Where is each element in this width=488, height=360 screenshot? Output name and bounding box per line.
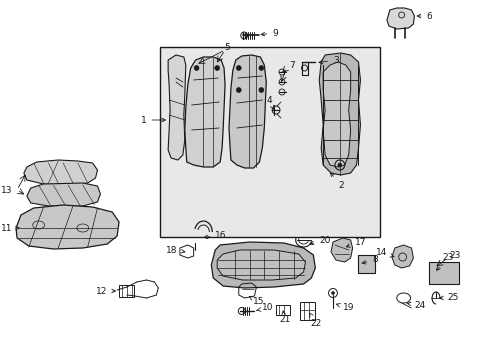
Polygon shape — [391, 245, 412, 268]
Bar — [357, 255, 374, 273]
Text: 18: 18 — [166, 246, 184, 255]
Text: 10: 10 — [256, 303, 273, 312]
Text: 3: 3 — [318, 55, 338, 64]
Text: 5: 5 — [224, 42, 229, 51]
Bar — [119, 285, 134, 297]
Bar — [160, 47, 379, 237]
Circle shape — [258, 66, 263, 71]
Text: 25: 25 — [439, 293, 458, 302]
Text: 11: 11 — [0, 224, 19, 233]
Text: 20: 20 — [309, 235, 330, 245]
Text: 1: 1 — [141, 116, 165, 125]
Text: 17: 17 — [346, 238, 366, 247]
Text: 13: 13 — [0, 185, 12, 194]
Polygon shape — [211, 242, 315, 288]
Circle shape — [194, 66, 199, 71]
Text: 6: 6 — [416, 12, 431, 21]
Circle shape — [236, 66, 241, 71]
Text: 7: 7 — [288, 60, 294, 69]
Text: 4: 4 — [266, 95, 273, 110]
Polygon shape — [27, 183, 100, 206]
Bar — [299, 302, 315, 320]
Text: 9: 9 — [261, 28, 277, 37]
Text: 24: 24 — [407, 301, 425, 310]
Text: 16: 16 — [204, 230, 226, 239]
Circle shape — [214, 66, 219, 71]
Text: 21: 21 — [279, 311, 290, 324]
Polygon shape — [319, 53, 360, 175]
Polygon shape — [16, 205, 119, 249]
Polygon shape — [217, 250, 305, 280]
Text: 2: 2 — [330, 173, 343, 189]
Circle shape — [337, 163, 341, 167]
Text: 23: 23 — [449, 252, 460, 261]
Text: 15: 15 — [249, 296, 264, 306]
Text: 14: 14 — [375, 248, 393, 257]
Polygon shape — [228, 55, 265, 168]
Bar — [428, 262, 458, 284]
Text: 12: 12 — [96, 287, 115, 296]
Polygon shape — [24, 160, 97, 185]
Text: 23: 23 — [436, 253, 452, 270]
Text: 19: 19 — [336, 303, 354, 312]
Circle shape — [258, 87, 263, 93]
Polygon shape — [386, 8, 413, 29]
Polygon shape — [323, 62, 350, 167]
Polygon shape — [184, 57, 224, 167]
Circle shape — [236, 87, 241, 93]
Text: 8: 8 — [361, 256, 377, 265]
Polygon shape — [168, 55, 185, 160]
Circle shape — [331, 292, 334, 294]
Polygon shape — [330, 238, 352, 262]
Text: 22: 22 — [309, 313, 321, 328]
Bar — [276, 305, 289, 315]
